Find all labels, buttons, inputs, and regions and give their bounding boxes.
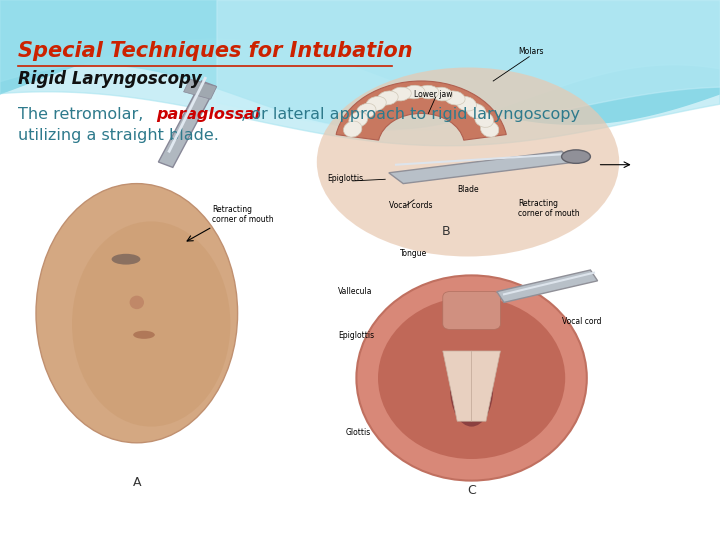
Ellipse shape xyxy=(431,87,452,101)
Ellipse shape xyxy=(467,104,486,119)
Ellipse shape xyxy=(480,121,499,137)
Text: Molars: Molars xyxy=(518,47,544,56)
Text: Rigid Laryngoscopy: Rigid Laryngoscopy xyxy=(18,70,202,87)
Ellipse shape xyxy=(112,254,140,265)
Text: Retracting
corner of mouth: Retracting corner of mouth xyxy=(518,199,580,218)
Text: Retracting
corner of mouth: Retracting corner of mouth xyxy=(212,205,274,224)
Ellipse shape xyxy=(474,112,494,127)
Wedge shape xyxy=(336,81,506,140)
Ellipse shape xyxy=(348,112,368,127)
FancyBboxPatch shape xyxy=(443,292,500,329)
Ellipse shape xyxy=(378,297,565,459)
Ellipse shape xyxy=(562,150,590,163)
Polygon shape xyxy=(497,270,598,302)
Text: Epiglottis: Epiglottis xyxy=(338,330,374,340)
Text: paraglossal: paraglossal xyxy=(156,107,261,122)
Ellipse shape xyxy=(450,351,493,427)
Text: Special Techniques for Intubation: Special Techniques for Intubation xyxy=(18,40,413,60)
Ellipse shape xyxy=(356,275,587,481)
Text: Lower jaw: Lower jaw xyxy=(414,90,452,99)
Polygon shape xyxy=(389,151,576,184)
Ellipse shape xyxy=(130,296,144,309)
Ellipse shape xyxy=(366,96,386,111)
Ellipse shape xyxy=(403,85,425,99)
Polygon shape xyxy=(443,351,472,421)
Ellipse shape xyxy=(377,91,398,105)
Text: Vocal cords: Vocal cords xyxy=(389,201,432,210)
Ellipse shape xyxy=(456,96,477,111)
Ellipse shape xyxy=(418,85,439,99)
Ellipse shape xyxy=(444,91,465,105)
Polygon shape xyxy=(472,351,500,421)
Text: , or lateral approach to rigid laryngoscopy: , or lateral approach to rigid laryngosc… xyxy=(241,107,580,122)
Text: A: A xyxy=(132,476,141,489)
Ellipse shape xyxy=(133,330,155,339)
Text: Vocal cord: Vocal cord xyxy=(562,317,601,326)
Ellipse shape xyxy=(72,221,230,427)
Polygon shape xyxy=(158,81,216,167)
Text: Glottis: Glottis xyxy=(346,428,371,437)
Text: The retromolar,: The retromolar, xyxy=(18,107,148,122)
Ellipse shape xyxy=(36,184,238,443)
Text: Blade: Blade xyxy=(457,185,479,194)
Ellipse shape xyxy=(356,104,376,119)
Text: C: C xyxy=(467,484,476,497)
Bar xyxy=(184,79,217,99)
Text: Tongue: Tongue xyxy=(400,249,427,259)
Text: Epiglottis: Epiglottis xyxy=(328,174,364,183)
Ellipse shape xyxy=(317,68,619,256)
Ellipse shape xyxy=(343,121,362,137)
Ellipse shape xyxy=(390,87,411,101)
Bar xyxy=(0,0,720,65)
Text: Vallecula: Vallecula xyxy=(338,287,373,296)
Text: utilizing a straight blade.: utilizing a straight blade. xyxy=(18,129,219,144)
Text: B: B xyxy=(442,225,451,238)
